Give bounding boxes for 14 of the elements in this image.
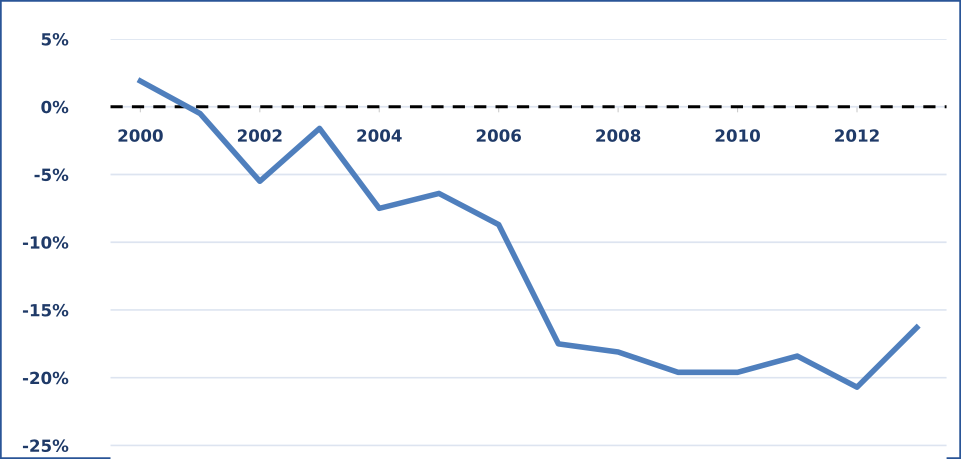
x-tick-label: 2002 [238,129,282,142]
y-tick-label: 5% [42,32,68,46]
y-tick-label: -15% [22,304,68,317]
x-tick-label: 2006 [476,129,521,142]
y-tick-label: -20% [22,372,68,384]
y-tick-label: -10% [22,236,68,249]
y-tick-label: -5% [34,168,68,182]
y-tick-label: 0% [41,100,68,114]
x-tick-label: 2012 [835,129,879,142]
x-tick-label: 2000 [118,129,163,142]
x-tick-label: 2008 [596,129,640,142]
x-tick-label: 2004 [357,129,402,142]
x-tick-label: 2010 [716,129,760,142]
y-tick-label: -25% [22,439,68,452]
